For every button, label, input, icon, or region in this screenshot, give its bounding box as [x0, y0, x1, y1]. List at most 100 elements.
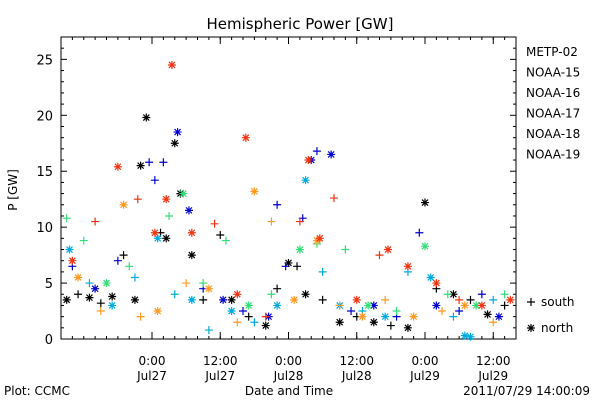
north-point [233, 290, 242, 299]
north-point [170, 139, 179, 148]
legend-marker-label: south [541, 295, 575, 309]
south-point [74, 290, 83, 299]
legend-entry: NOAA-18 [526, 127, 580, 141]
south-point [233, 318, 242, 327]
south-point [500, 301, 509, 310]
north-point [381, 312, 390, 321]
south-point [477, 290, 486, 299]
north-point [449, 290, 458, 299]
north-point [369, 301, 378, 310]
south-point [250, 318, 259, 327]
north-point [187, 228, 196, 237]
north-point [74, 273, 83, 282]
south-point [182, 279, 191, 288]
north-point [421, 242, 429, 251]
north-point [142, 113, 151, 122]
north-point [250, 187, 259, 196]
north-point [460, 301, 469, 310]
north-point [119, 200, 128, 209]
south-point [113, 256, 122, 265]
north-point [91, 284, 100, 293]
north-point [261, 321, 270, 330]
north-point [85, 293, 94, 302]
south-point [443, 290, 452, 299]
south-point [267, 217, 276, 226]
south-point [85, 279, 94, 288]
north-point [187, 251, 196, 260]
y-tick-label: 25 [36, 53, 53, 68]
south-point [341, 245, 350, 254]
north-point [335, 318, 344, 327]
north-point [184, 206, 193, 215]
north-point [204, 284, 213, 293]
legend-entry: NOAA-19 [526, 148, 580, 162]
y-tick-label: 20 [36, 109, 53, 124]
north-point [173, 128, 182, 137]
south-point [210, 219, 219, 228]
south-point [261, 312, 270, 321]
north-point [460, 331, 469, 340]
north-point [219, 295, 228, 304]
north-point [364, 301, 373, 310]
north-point [426, 273, 435, 282]
data-markers [62, 60, 515, 341]
south-point [221, 236, 230, 245]
south-point [125, 262, 134, 271]
north-point [494, 312, 503, 321]
legend-entry: NOAA-16 [526, 86, 580, 100]
south-point [489, 318, 498, 327]
north-point [327, 150, 336, 159]
north-point [477, 301, 486, 310]
south-point [330, 194, 338, 203]
north-point [136, 161, 145, 170]
south-point [273, 200, 282, 209]
south-point [244, 312, 253, 321]
north-point [273, 301, 282, 310]
plot-credit: Plot: CCMC [4, 384, 70, 398]
north-point [227, 295, 236, 304]
south-point [96, 299, 105, 308]
south-point [96, 307, 105, 316]
north-point [227, 307, 236, 316]
south-point [62, 214, 71, 223]
south-point [347, 307, 356, 316]
north-point [108, 301, 117, 310]
north-point [358, 312, 367, 321]
north-point [403, 262, 412, 271]
north-point [153, 234, 162, 243]
south-point [130, 273, 139, 282]
north-point [421, 198, 429, 207]
north-point [241, 133, 250, 142]
north-point [301, 176, 310, 185]
north-point [384, 245, 393, 254]
x-tick-time-label: 0:00 [412, 354, 439, 368]
south-point [199, 279, 208, 288]
north-point [295, 245, 304, 254]
y-axis-label: P [GW] [6, 169, 20, 211]
x-tick-date-label: Jul29 [477, 369, 508, 383]
north-point [162, 195, 171, 204]
north-point [369, 318, 378, 327]
x-axis: 0:00Jul2712:00Jul270:00Jul2812:00Jul280:… [60, 37, 517, 383]
south-point [91, 217, 100, 226]
north-point [162, 234, 171, 243]
north-point [403, 323, 412, 332]
x-tick-time-label: 12:00 [339, 354, 374, 368]
south-point [455, 307, 464, 316]
north-point [167, 60, 176, 69]
north-point [432, 301, 441, 310]
x-tick-time-label: 12:00 [476, 354, 511, 368]
north-point [65, 245, 74, 254]
legend-entry: NOAA-17 [526, 107, 580, 121]
x-tick-time-label: 0:00 [139, 354, 166, 368]
south-point [449, 312, 458, 321]
south-point [438, 307, 447, 316]
south-point [386, 321, 395, 330]
legend-north-marker [527, 324, 535, 332]
north-point [301, 290, 310, 299]
x-tick-date-label: Jul29 [409, 369, 440, 383]
south-point [295, 217, 304, 226]
south-point [489, 295, 498, 304]
north-point [432, 279, 441, 288]
